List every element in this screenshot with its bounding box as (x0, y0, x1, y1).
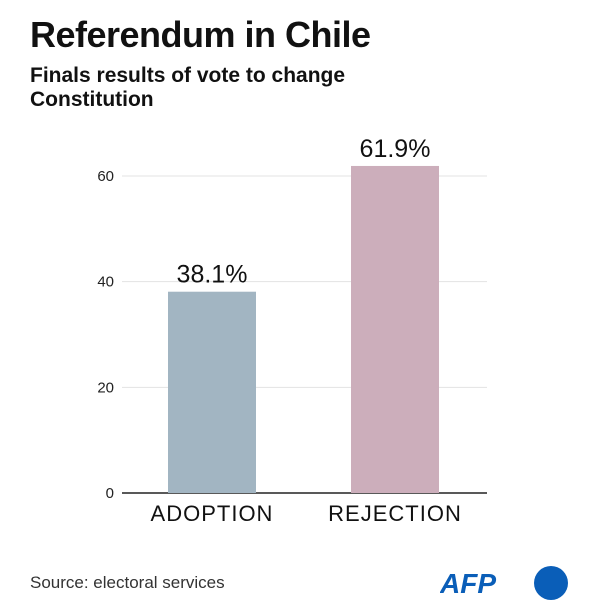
y-tick-label: 60 (97, 168, 114, 185)
afp-logo-circle (534, 566, 568, 600)
bar-rejection (351, 165, 439, 493)
data-label: 61.9% (360, 135, 431, 163)
x-tick-label: REJECTION (328, 501, 462, 526)
afp-logo: AFP (440, 566, 568, 600)
y-tick-label: 40 (97, 274, 114, 291)
y-tick-label: 0 (106, 485, 114, 502)
afp-logo-text: AFP (440, 568, 496, 599)
data-label: 38.1% (177, 261, 248, 289)
labels: 0 20 40 60 38.1% ADOPTION 61.9% REJECTION (97, 135, 462, 526)
source-note: Source: electoral services (30, 573, 225, 592)
x-tick-label: ADOPTION (151, 501, 274, 526)
bar-adoption (168, 291, 256, 493)
chart-subtitle: Finals results of vote to change Constit… (30, 64, 346, 111)
bars (168, 165, 439, 493)
chart-title: Referendum in Chile (30, 14, 371, 55)
y-tick-label: 20 (97, 379, 114, 396)
